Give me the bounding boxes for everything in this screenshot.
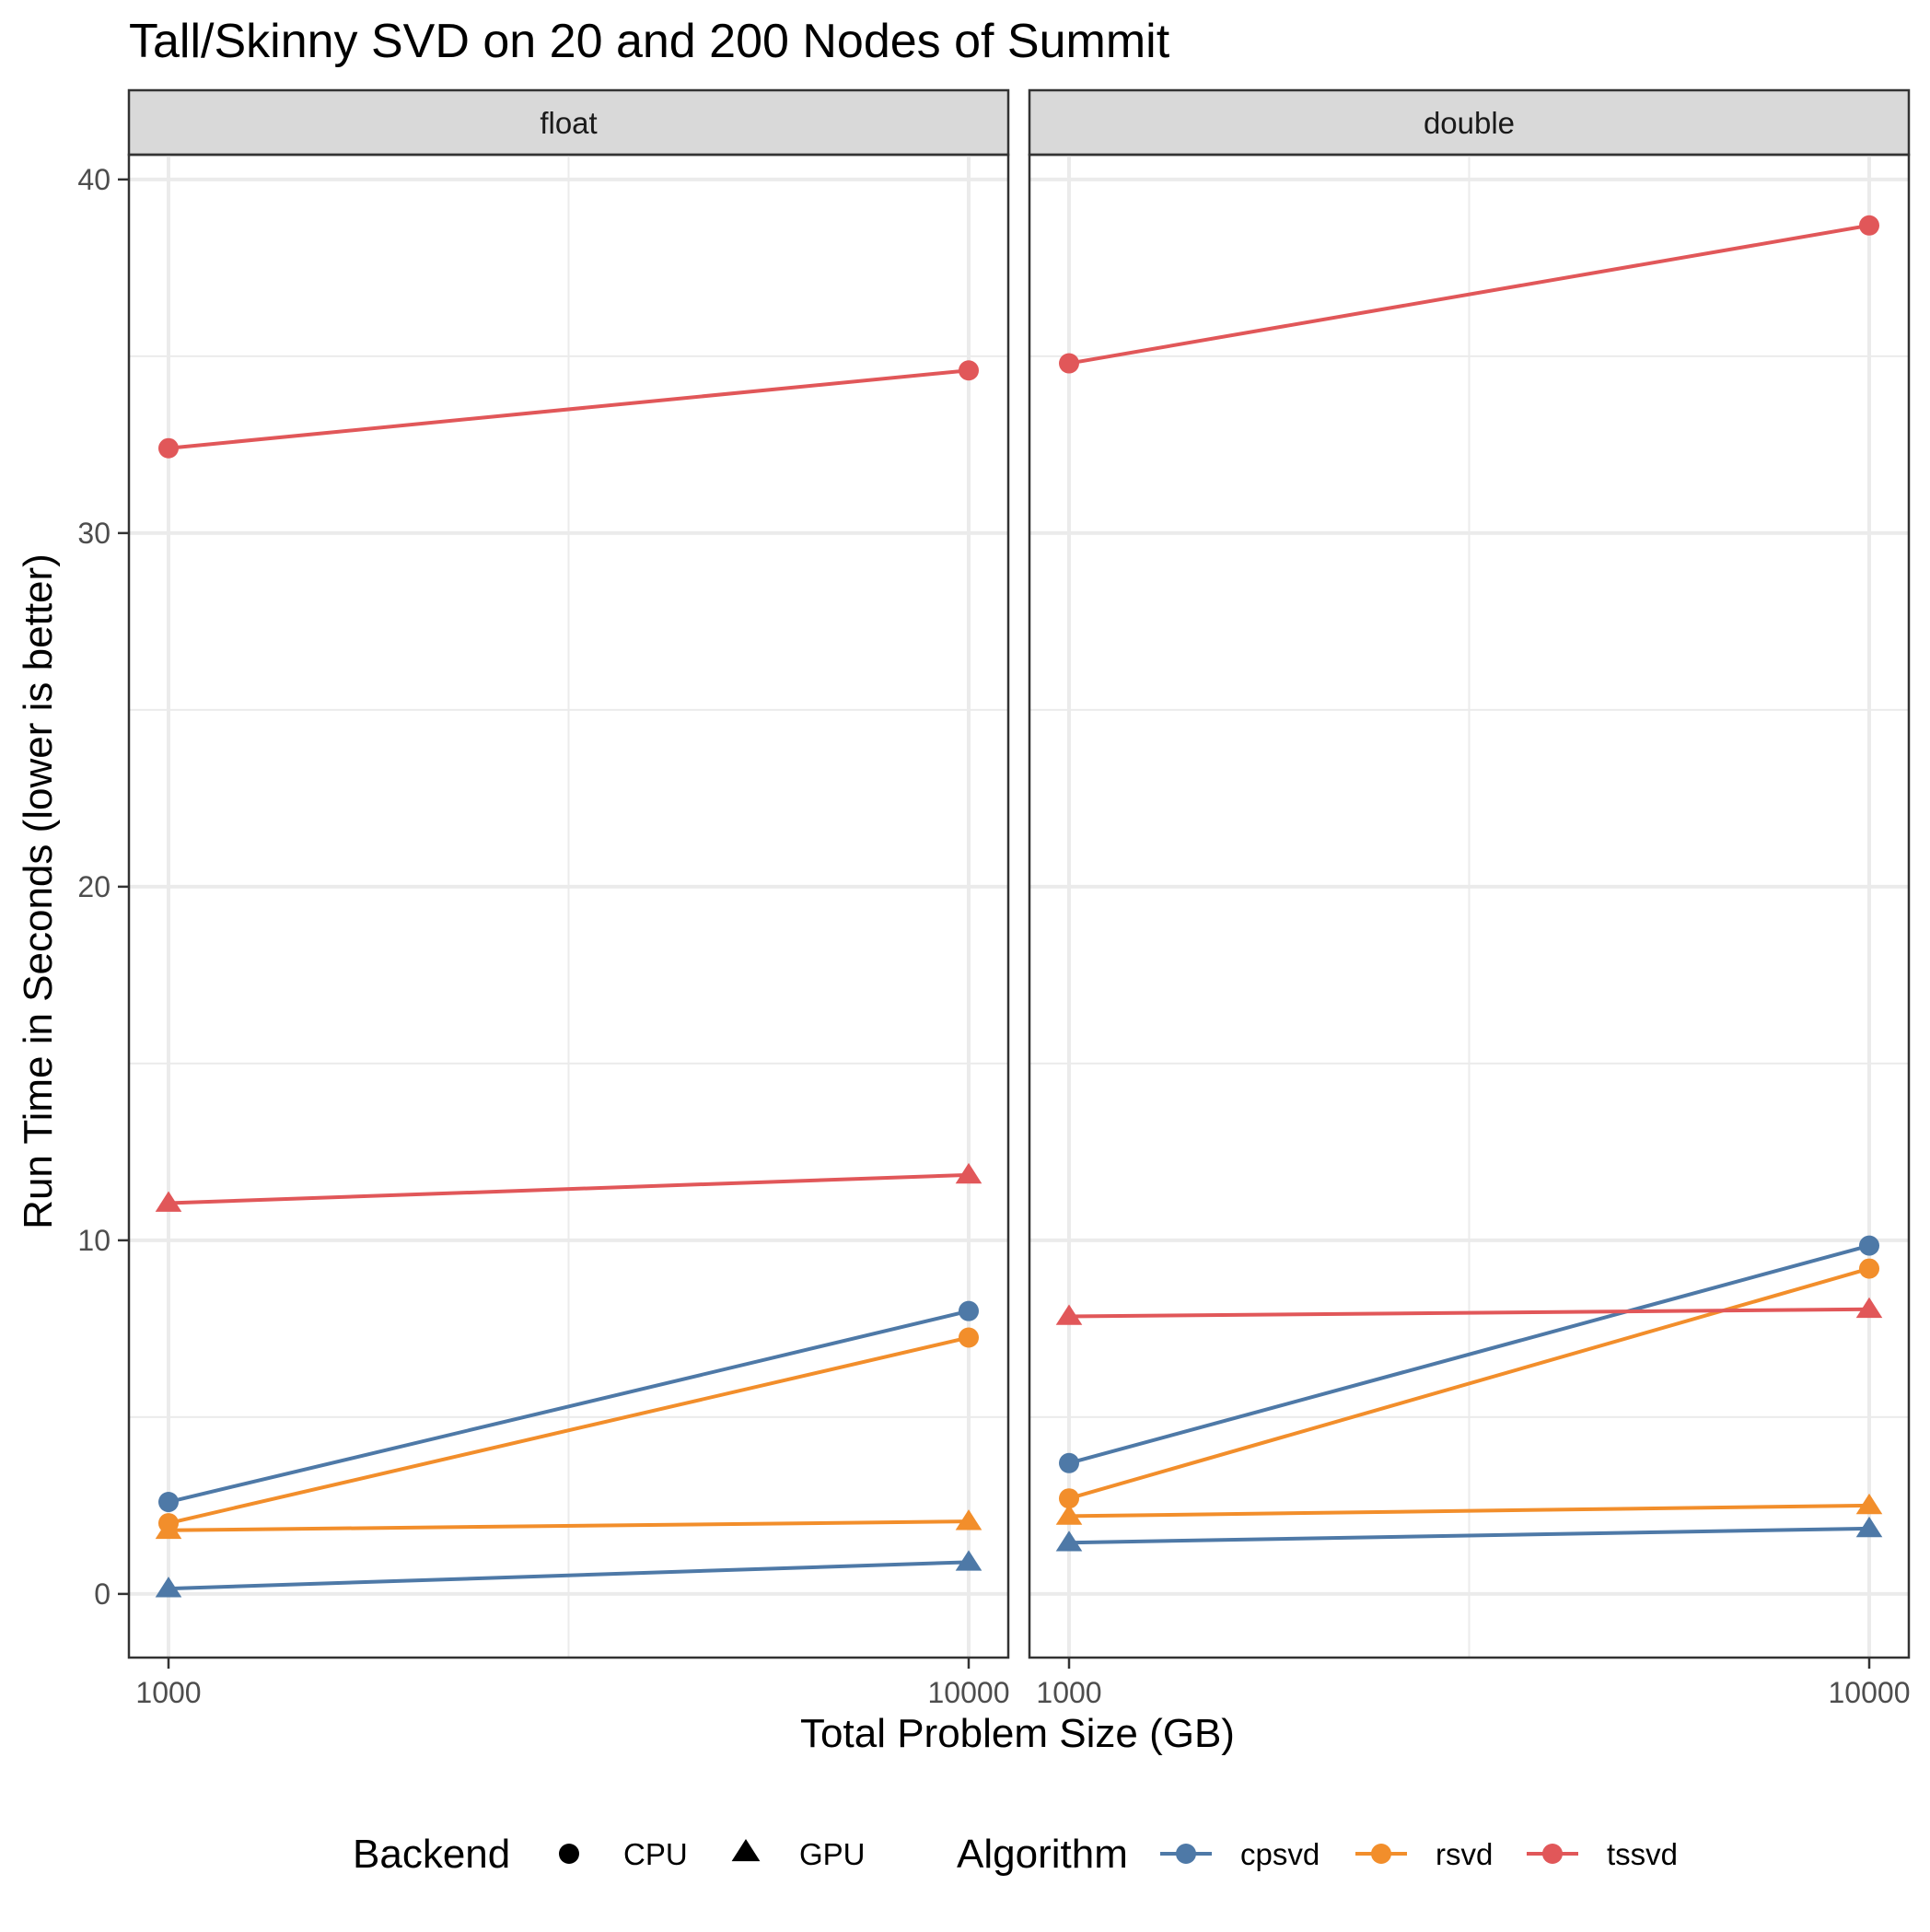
data-point-cpsvd-gpu [155, 1577, 182, 1598]
series-line-rsvd-gpu [1068, 1503, 1870, 1519]
data-point-cpsvd-gpu [1855, 1516, 1883, 1538]
series-line-rsvd-gpu [168, 1519, 970, 1532]
legend-key-point-cpsvd [1176, 1844, 1196, 1864]
facet-strip [127, 88, 1010, 157]
legend-backend-title: Backend [353, 1832, 510, 1877]
data-point-rsvd-gpu [155, 1518, 182, 1540]
legend-label-gpu: GPU [799, 1837, 866, 1871]
facet-strip-label: double [1424, 106, 1515, 140]
y-axis-title: Run Time in Seconds (lower is better) [16, 553, 61, 1229]
data-point-cpsvd-gpu [1055, 1530, 1083, 1552]
facet-panel-double: double 1000 10000 [1028, 88, 1911, 1709]
data-point-rsvd-gpu [1855, 1493, 1883, 1515]
legend-key-point-tssvd [1542, 1844, 1563, 1864]
facet-panel-float: float 1000 10000 0 10 20 30 40 [77, 88, 1010, 1709]
data-point-tssvd-gpu [155, 1191, 182, 1212]
legend-label-tssvd: tssvd [1607, 1837, 1678, 1871]
x-tick-label: 10000 [928, 1676, 1010, 1709]
data-point-tssvd-gpu [955, 1162, 982, 1184]
series-line-tssvd-cpu [1068, 223, 1870, 366]
y-tick-label: 10 [77, 1224, 110, 1257]
data-point-rsvd-cpu [959, 1327, 979, 1348]
data-point-tssvd-cpu [959, 360, 979, 381]
legend-algorithm-title: Algorithm [957, 1832, 1128, 1877]
data-point-cpsvd-cpu [158, 1492, 179, 1513]
series-line-tssvd-gpu [168, 1172, 970, 1205]
legend-label-cpu: CPU [623, 1837, 688, 1871]
series-line-cpsvd-cpu [1068, 1243, 1870, 1465]
facet-panels: float 1000 10000 0 10 20 30 40 double 1000 10000 [77, 88, 1911, 1709]
facet-strip-label: float [540, 106, 597, 140]
panel-border [127, 153, 1010, 1659]
series-line-rsvd-cpu [168, 1335, 970, 1526]
x-tick-label: 1000 [135, 1676, 201, 1709]
series-line-tssvd-cpu [168, 368, 970, 450]
y-tick-label: 0 [94, 1577, 110, 1611]
series-line-cpsvd-cpu [168, 1309, 970, 1504]
y-tick-label: 30 [77, 517, 110, 550]
panel-border [1028, 153, 1911, 1659]
data-point-rsvd-gpu [955, 1509, 982, 1530]
legend-key-gpu [731, 1839, 761, 1862]
y-tick-label: 20 [77, 870, 110, 903]
x-tick-label: 10000 [1829, 1676, 1911, 1709]
series-line-tssvd-gpu [1068, 1307, 1870, 1319]
legend: Backend CPU GPU Algorithm cpsvd rsvd tssvd [353, 1832, 1678, 1877]
series-line-cpsvd-gpu [1068, 1526, 1870, 1545]
data-point-cpsvd-cpu [959, 1300, 979, 1321]
data-point-rsvd-cpu [1859, 1258, 1879, 1279]
data-point-tssvd-cpu [1059, 353, 1079, 374]
data-point-cpsvd-cpu [1859, 1235, 1879, 1256]
data-point-tssvd-cpu [158, 437, 179, 459]
x-axis-title: Total Problem Size (GB) [800, 1711, 1235, 1756]
legend-label-rsvd: rsvd [1436, 1837, 1493, 1871]
legend-key-point-rsvd [1371, 1844, 1391, 1864]
legend-label-cpsvd: cpsvd [1240, 1837, 1320, 1871]
data-point-rsvd-gpu [1055, 1504, 1083, 1525]
data-point-tssvd-cpu [1859, 215, 1879, 236]
data-point-cpsvd-cpu [1059, 1452, 1079, 1473]
data-point-tssvd-gpu [1855, 1297, 1883, 1319]
data-point-rsvd-cpu [1059, 1488, 1079, 1509]
y-tick-label: 40 [77, 163, 110, 196]
x-tick-label: 1000 [1036, 1676, 1101, 1709]
facet-strip [1028, 88, 1911, 157]
data-point-tssvd-gpu [1055, 1304, 1083, 1325]
series-line-rsvd-cpu [1068, 1266, 1870, 1501]
data-point-cpsvd-gpu [955, 1550, 982, 1571]
legend-key-cpu [559, 1844, 579, 1864]
chart-title: Tall/Skinny SVD on 20 and 200 Nodes of S… [129, 15, 1170, 68]
series-line-cpsvd-gpu [168, 1560, 970, 1591]
